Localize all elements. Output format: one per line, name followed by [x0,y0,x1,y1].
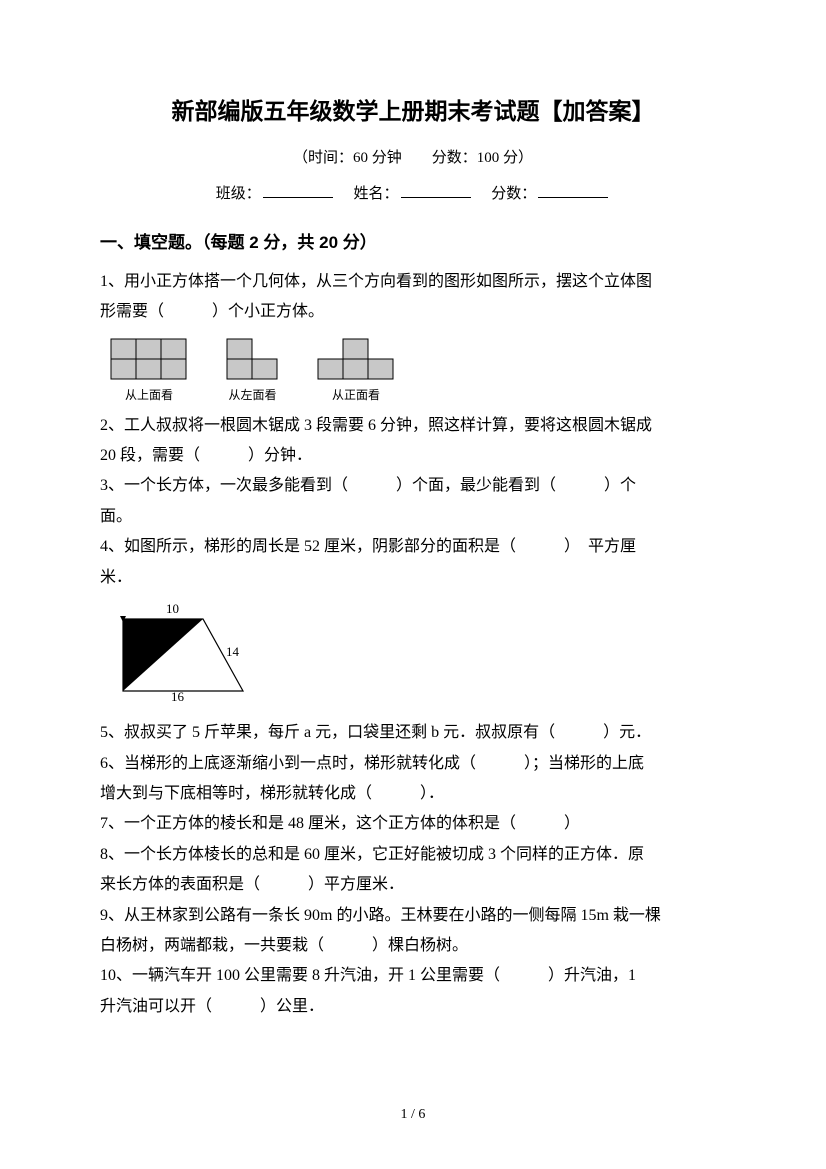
q10-line1: 10、一辆汽车开 100 公里需要 8 升汽油，开 1 公里需要（ ）升汽油，1 [100,961,726,991]
doc-title: 新部编版五年级数学上册期末考试题【加答案】 [100,90,726,134]
q6-line2: 增大到与下底相等时，梯形就转化成（ ）． [100,779,726,809]
trap-bottom-label: 16 [171,689,185,701]
trap-top-label: 10 [166,601,179,616]
fig-front-label: 从正面看 [332,384,380,407]
q6-line1: 6、当梯形的上底逐渐缩小到一点时，梯形就转化成（ ）；当梯形的上底 [100,749,726,779]
q3-line2: 面。 [100,502,726,532]
fig-top-label: 从上面看 [125,384,173,407]
fig-left-svg [226,338,279,380]
name-blank [401,183,471,198]
trap-right-label: 14 [226,644,240,659]
fig-top-view: 从上面看 [110,338,188,407]
q4-line1: 4、如图所示，梯形的周长是 52 厘米，阴影部分的面积是（ ） 平方厘 [100,532,726,562]
fig-front-view: 从正面看 [317,338,395,407]
name-label: 姓名： [353,186,398,202]
q1-line2: 形需要（ ）个小正方体。 [100,297,726,327]
q1-line1: 1、用小正方体搭一个几何体，从三个方向看到的图形如图所示，摆这个立体图 [100,267,726,297]
q7: 7、一个正方体的棱长和是 48 厘米，这个正方体的体积是（ ） [100,809,726,839]
q8-line1: 8、一个长方体棱长的总和是 60 厘米，它正好能被切成 3 个同样的正方体．原 [100,840,726,870]
q10-line2: 升汽油可以开（ ）公里． [100,992,726,1022]
section-1-heading: 一、填空题。（每题 2 分，共 20 分） [100,227,726,259]
class-blank [263,183,333,198]
student-info-line: 班级： 姓名： 分数： [100,180,726,209]
q5: 5、叔叔买了 5 斤苹果，每斤 a 元，口袋里还剩 b 元．叔叔原有（ ）元． [100,718,726,748]
class-label: 班级： [216,186,261,202]
score-blank [538,183,608,198]
q2-line1: 2、工人叔叔将一根圆木锯成 3 段需要 6 分钟，照这样计算，要将这根圆木锯成 [100,411,726,441]
q4-line2: 米． [100,563,726,593]
trapezoid-svg: 10 14 16 [108,601,268,701]
q9-line1: 9、从王林家到公路有一条长 90m 的小路。王林要在小路的一侧每隔 15m 栽一… [100,901,726,931]
page-number: 1 / 6 [0,1102,826,1129]
q8-line2: 来长方体的表面积是（ ）平方厘米． [100,870,726,900]
fig-left-view: 从左面看 [226,338,279,407]
fig-left-label: 从左面看 [228,384,276,407]
q2-line2: 20 段，需要（ ）分钟． [100,441,726,471]
exam-meta: （时间：60 分钟 分数：100 分） [100,144,726,173]
q4-figure: 10 14 16 [108,601,726,712]
q1-figures: 从上面看 从左面看 从正面看 [110,338,726,407]
fig-front-svg [317,338,395,380]
fig-top-svg [110,338,188,380]
q9-line2: 白杨树，两端都栽，一共要栽（ ）棵白杨树。 [100,931,726,961]
score-label: 分数： [491,186,536,202]
q3-line1: 3、一个长方体，一次最多能看到（ ）个面，最少能看到（ ）个 [100,471,726,501]
